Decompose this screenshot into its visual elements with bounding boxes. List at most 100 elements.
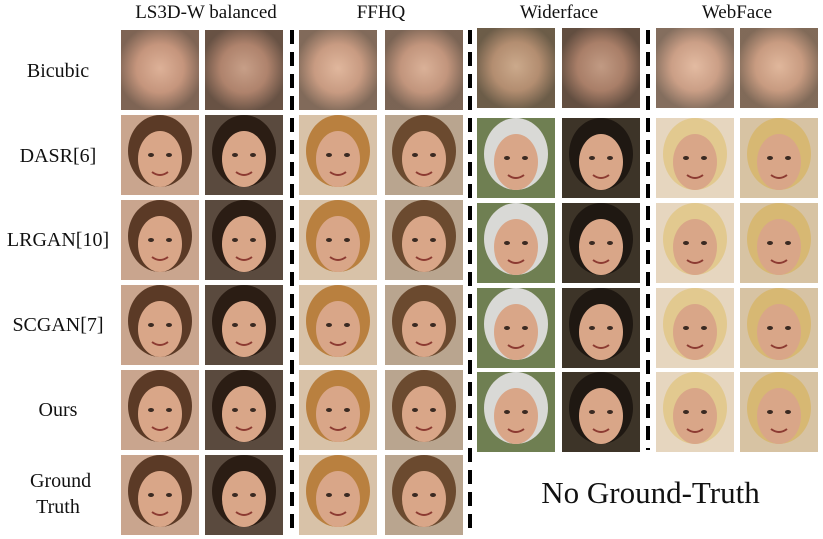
mouth [329, 171, 347, 176]
eye [683, 241, 689, 245]
face [757, 388, 801, 444]
eye [504, 326, 510, 330]
row-label: Bicubic [26, 60, 90, 82]
face [579, 388, 623, 444]
eye [326, 238, 332, 242]
eye [250, 408, 256, 412]
eye [412, 493, 418, 497]
mouth [507, 174, 525, 179]
eye [412, 153, 418, 157]
face [757, 304, 801, 360]
eye [522, 241, 528, 245]
face-image-blur [562, 28, 640, 108]
eye [344, 493, 350, 497]
eye [683, 156, 689, 160]
mouth [329, 511, 347, 516]
face-image-blur [477, 28, 555, 108]
eye [589, 156, 595, 160]
face [673, 304, 717, 360]
eye [344, 408, 350, 412]
no-ground-truth-note: No Ground-Truth [541, 475, 760, 510]
mouth [415, 171, 433, 176]
row-label: DASR[6] [19, 145, 97, 167]
column-header: FFHQ [356, 2, 406, 23]
eye [166, 493, 172, 497]
eye [148, 323, 154, 327]
mouth [329, 341, 347, 346]
eye [412, 323, 418, 327]
mouth [770, 259, 788, 264]
eye [607, 241, 613, 245]
eye [589, 241, 595, 245]
mouth [770, 344, 788, 349]
eye [250, 153, 256, 157]
mouth [235, 511, 253, 516]
mouth [686, 344, 704, 349]
face [673, 134, 717, 190]
mouth [686, 259, 704, 264]
mouth [507, 428, 525, 433]
face [494, 388, 538, 444]
eye [430, 153, 436, 157]
eye [250, 238, 256, 242]
face [316, 386, 360, 442]
eye [326, 323, 332, 327]
face [402, 216, 446, 272]
mouth [235, 256, 253, 261]
mouth [151, 171, 169, 176]
eye [250, 493, 256, 497]
mouth [415, 256, 433, 261]
face [138, 216, 182, 272]
eye [522, 156, 528, 160]
face [316, 131, 360, 187]
eye [166, 408, 172, 412]
eye [430, 323, 436, 327]
eye [785, 326, 791, 330]
eye [767, 156, 773, 160]
eye [412, 238, 418, 242]
face [673, 219, 717, 275]
face [494, 304, 538, 360]
eye [326, 493, 332, 497]
eye [683, 326, 689, 330]
face [757, 134, 801, 190]
column-header: LS3D-W balanced [135, 2, 277, 23]
face [402, 301, 446, 357]
mouth [592, 174, 610, 179]
eye [430, 238, 436, 242]
eye [522, 410, 528, 414]
face-image-blur [121, 30, 199, 110]
face [673, 388, 717, 444]
mouth [329, 256, 347, 261]
face [402, 471, 446, 527]
eye [785, 410, 791, 414]
mouth [770, 428, 788, 433]
mouth [151, 511, 169, 516]
eye [166, 323, 172, 327]
eye [148, 493, 154, 497]
mouth [151, 256, 169, 261]
row-label: SCGAN[7] [12, 314, 104, 336]
face [222, 471, 266, 527]
eye [701, 326, 707, 330]
eye [344, 238, 350, 242]
mouth [329, 426, 347, 431]
eye [785, 156, 791, 160]
eye [148, 153, 154, 157]
eye [504, 156, 510, 160]
face [138, 386, 182, 442]
face [222, 301, 266, 357]
mouth [235, 341, 253, 346]
eye [767, 241, 773, 245]
eye [166, 238, 172, 242]
mouth [507, 259, 525, 264]
eye [430, 493, 436, 497]
eye [701, 410, 707, 414]
face-image-blur [299, 30, 377, 110]
eye [607, 410, 613, 414]
eye [504, 241, 510, 245]
face [402, 131, 446, 187]
mouth [415, 426, 433, 431]
eye [250, 323, 256, 327]
